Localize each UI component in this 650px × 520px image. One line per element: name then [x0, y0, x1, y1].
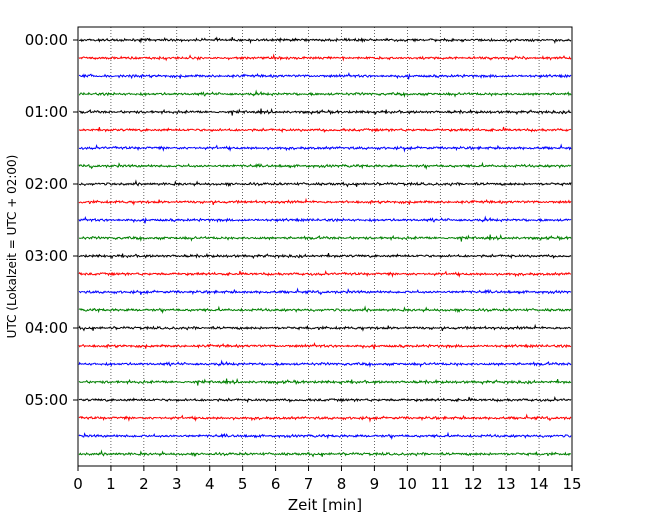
y-tick-label: 04:00: [25, 319, 68, 337]
trace-row: [78, 89, 572, 98]
trace-row: [78, 126, 572, 134]
x-tick-label: 5: [238, 475, 248, 493]
vertical-grid: [110, 27, 540, 466]
trace-row: [78, 413, 572, 423]
trace-row: [78, 215, 572, 224]
x-tick-label: 9: [370, 475, 380, 493]
trace-row: [78, 36, 572, 45]
trace-row: [79, 107, 572, 116]
trace-row: [78, 233, 572, 242]
trace-row: [78, 161, 572, 171]
trace-row: [78, 53, 572, 62]
seismic-traces: [78, 36, 572, 458]
trace-row: [78, 359, 572, 368]
trace-row: [78, 197, 572, 206]
trace-row: [78, 71, 572, 80]
trace-row: [78, 143, 572, 153]
x-tick-label: 4: [205, 475, 215, 493]
trace-row: [78, 449, 572, 458]
y-tick-label: 05:00: [25, 391, 68, 409]
trace-row: [78, 252, 572, 260]
y-tick-label: 02:00: [25, 175, 68, 193]
x-tick-label: 12: [464, 475, 483, 493]
x-tick-label: 15: [562, 475, 581, 493]
trace-row: [78, 395, 572, 404]
trace-row: [78, 305, 572, 315]
x-tick-label: 0: [73, 475, 83, 493]
x-tick-label: 8: [337, 475, 347, 493]
trace-row: [78, 269, 572, 278]
trace-row: [78, 287, 572, 296]
y-axis-label: UTC (Lokalzeit = UTC + 02:00): [5, 155, 19, 339]
x-tick-label: 6: [271, 475, 281, 493]
y-tick-label: 00:00: [25, 31, 68, 49]
x-axis-label: Zeit [min]: [288, 496, 362, 514]
trace-row: [78, 179, 572, 188]
x-tick-label: 1: [106, 475, 116, 493]
plot-frame: [77, 26, 573, 467]
y-tick-label: 03:00: [25, 247, 68, 265]
x-axis: 0 1 2 3 4 5 6 7 8 9 10 11 12 13 14 15: [73, 466, 582, 493]
trace-row: [78, 377, 572, 386]
trace-row: [78, 323, 572, 332]
x-tick-label: 7: [304, 475, 314, 493]
y-axis: 00:00 01:00 02:00 03:00 04:00 05:00: [25, 31, 78, 409]
x-tick-label: 14: [530, 475, 549, 493]
x-tick-label: 10: [398, 475, 417, 493]
x-tick-label: 13: [497, 475, 516, 493]
y-tick-label: 01:00: [25, 103, 68, 121]
x-tick-label: 2: [139, 475, 149, 493]
trace-row: [78, 431, 572, 441]
x-tick-label: 3: [172, 475, 182, 493]
x-tick-label: 11: [431, 475, 450, 493]
trace-row: [78, 341, 572, 350]
